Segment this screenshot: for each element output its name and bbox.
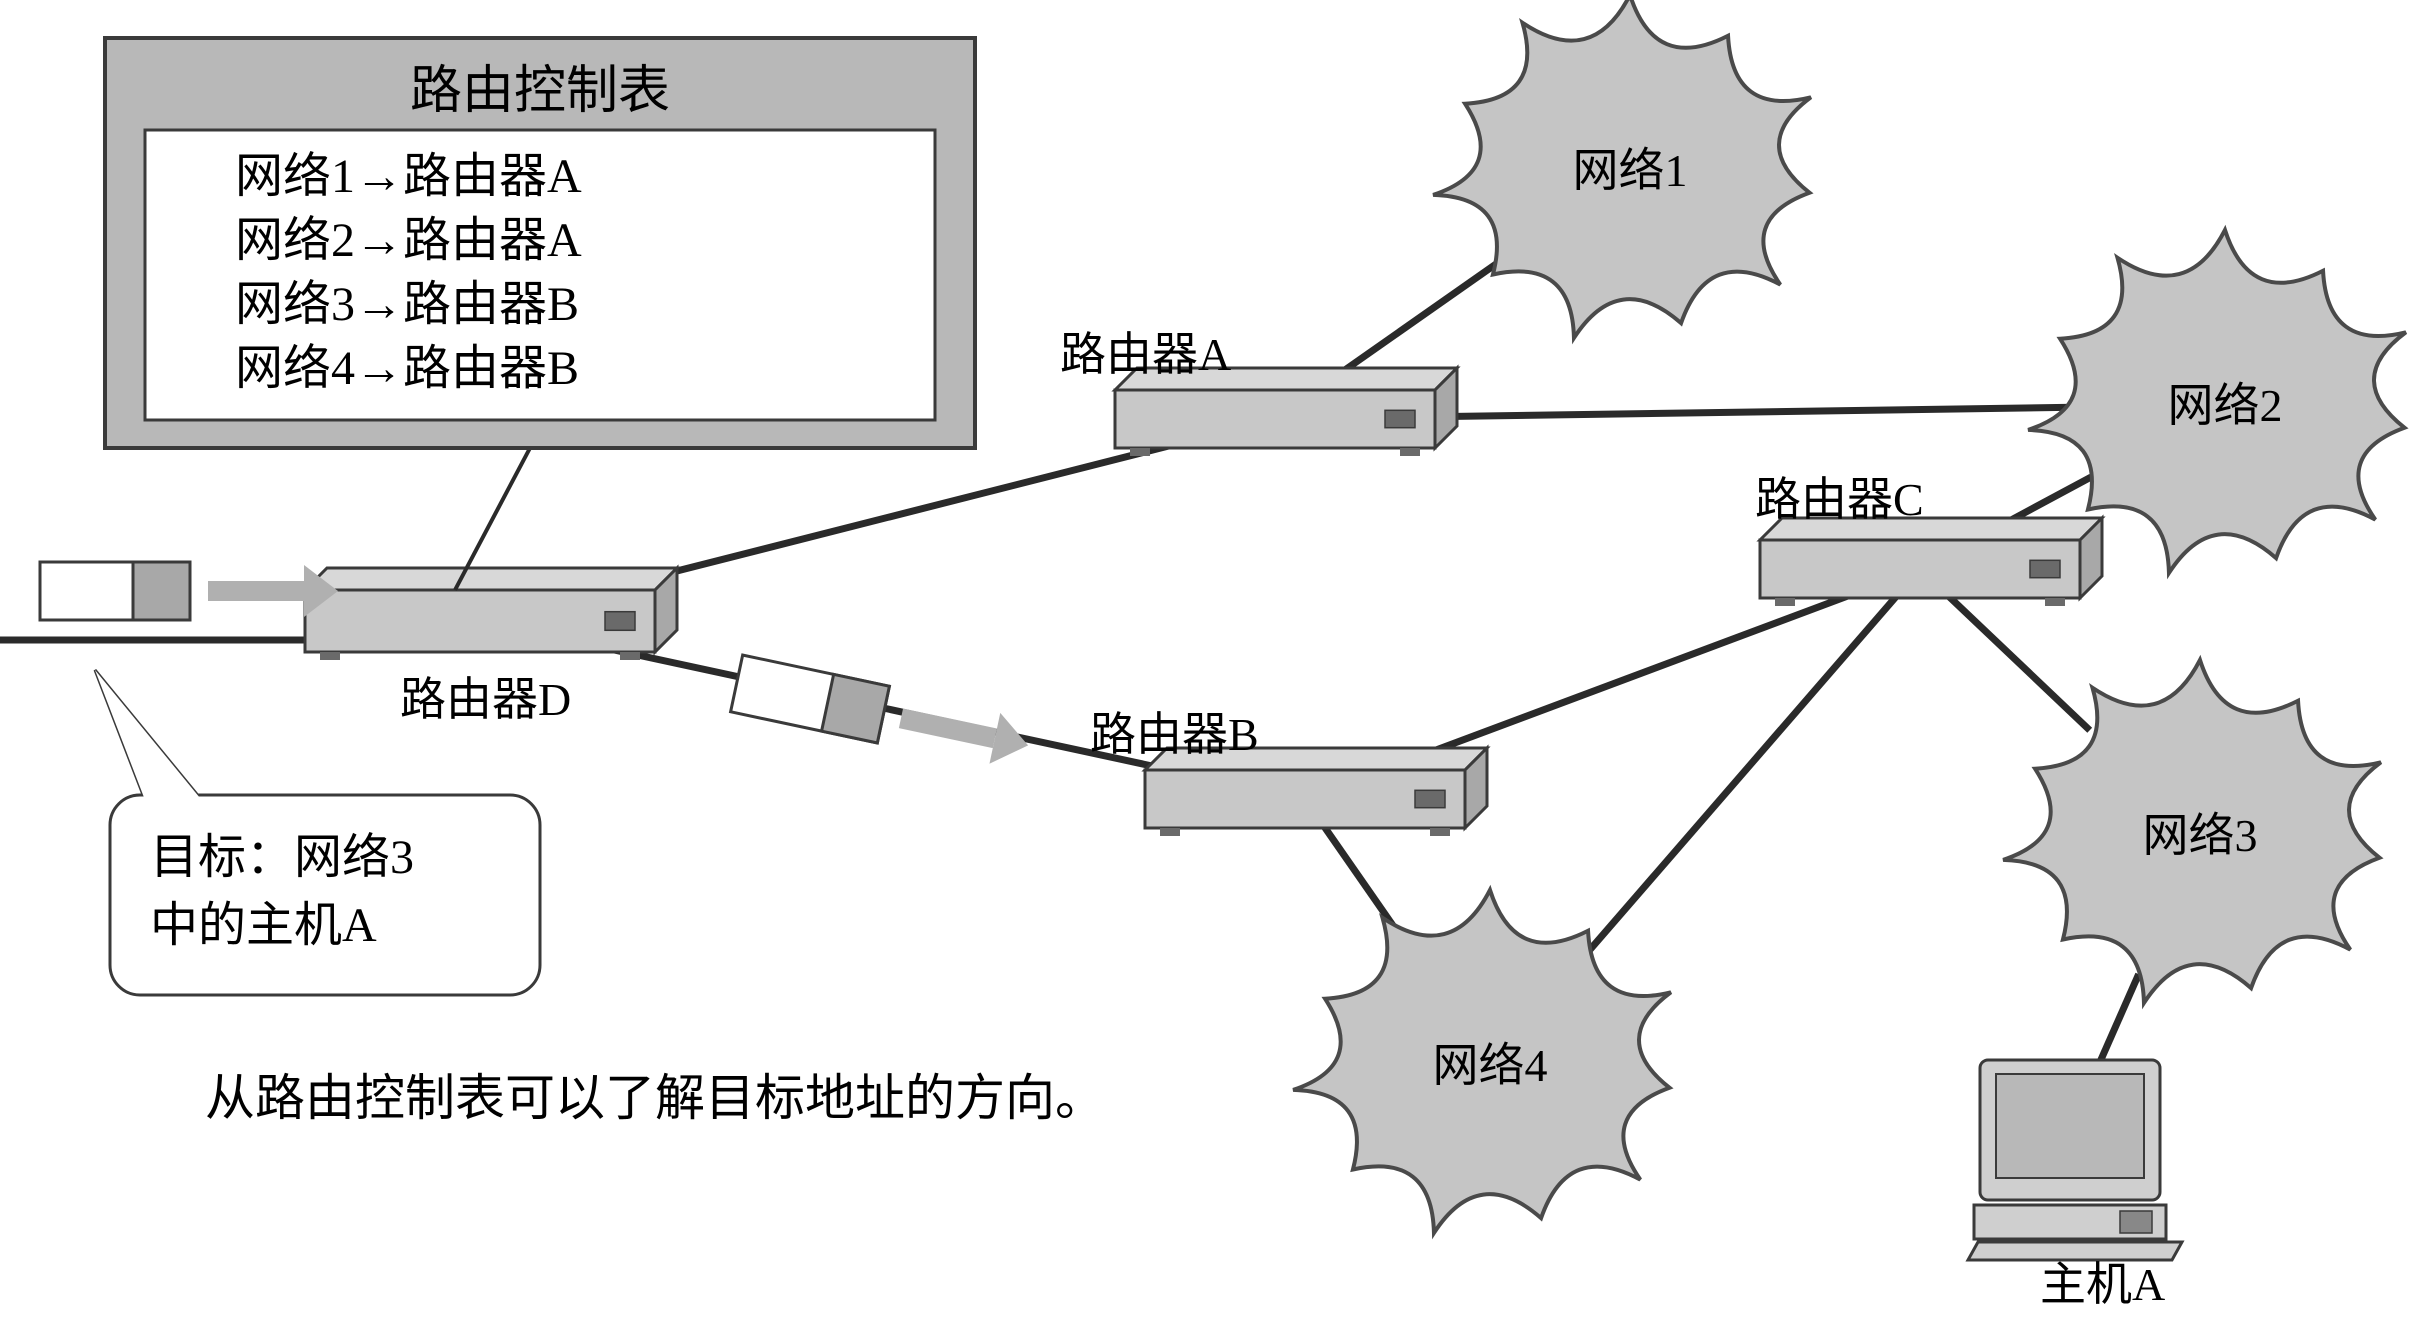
svg-text:路由控制表: 路由控制表 bbox=[410, 63, 670, 120]
target-callout bbox=[110, 795, 540, 995]
svg-text:网络2: 网络2 bbox=[2168, 380, 2283, 431]
svg-text:网络4→路由器B: 网络4→路由器B bbox=[235, 342, 579, 395]
svg-text:网络1→路由器A: 网络1→路由器A bbox=[235, 150, 582, 203]
svg-text:网络3: 网络3 bbox=[2143, 810, 2258, 861]
svg-text:从路由控制表可以了解目标地址的方向。: 从路由控制表可以了解目标地址的方向。 bbox=[205, 1070, 1105, 1126]
svg-text:路由器B: 路由器B bbox=[1090, 709, 1259, 760]
svg-text:网络2→路由器A: 网络2→路由器A bbox=[235, 214, 582, 267]
svg-text:目标：网络3: 目标：网络3 bbox=[150, 831, 414, 884]
svg-text:路由器C: 路由器C bbox=[1755, 474, 1924, 525]
svg-text:中的主机A: 中的主机A bbox=[150, 899, 377, 952]
svg-text:网络4: 网络4 bbox=[1433, 1040, 1548, 1091]
diagram-canvas: 网络1 网络2 网络3 网络4 路由器A 路由器B 路由器C 路由器D 主机A 路由控制表网络1→… bbox=[0, 0, 2422, 1314]
svg-text:路由器A: 路由器A bbox=[1060, 329, 1231, 380]
svg-text:网络3→路由器B: 网络3→路由器B bbox=[235, 278, 579, 331]
diagram-svg: 网络1 网络2 网络3 网络4 路由器A 路由器B 路由器C 路由器D 主机A 路由控制表网络1→… bbox=[0, 0, 2422, 1314]
svg-text:路由器D: 路由器D bbox=[400, 674, 571, 725]
svg-text:网络1: 网络1 bbox=[1573, 145, 1688, 196]
svg-text:主机A: 主机A bbox=[2040, 1259, 2165, 1310]
